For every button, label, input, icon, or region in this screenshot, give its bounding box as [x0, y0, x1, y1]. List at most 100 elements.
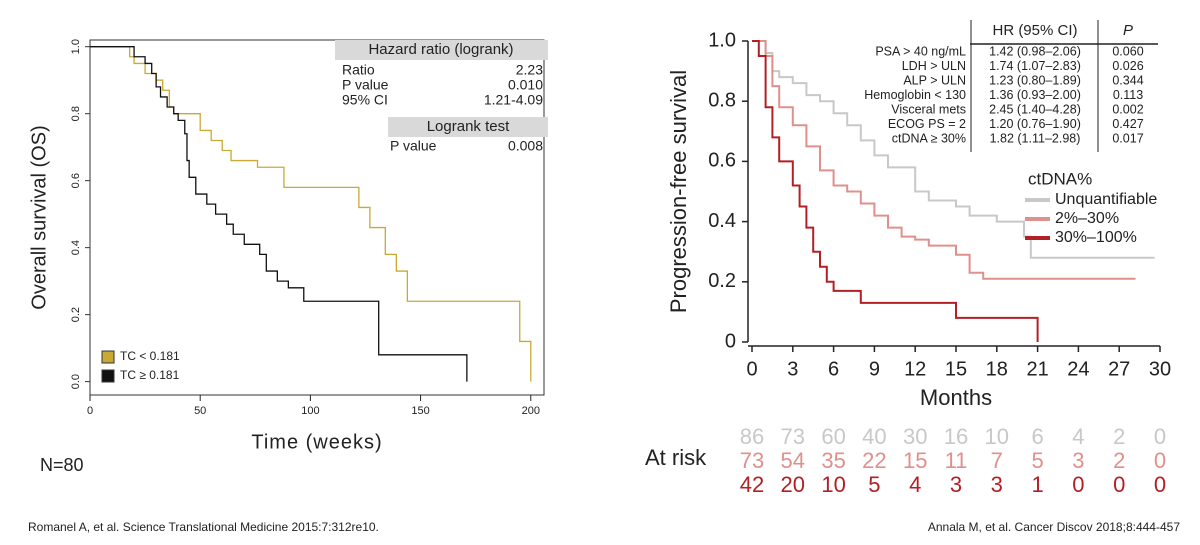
- legend-label: 2%–30%: [1055, 210, 1119, 227]
- at-risk-count: 3: [950, 472, 962, 497]
- table-cell: PSA > 40 ng/mL: [875, 44, 966, 58]
- x-tick-label: 200: [522, 405, 540, 417]
- at-risk-count: 16: [944, 424, 968, 449]
- at-risk-count: 0: [1154, 472, 1166, 497]
- at-risk-count: 3: [991, 472, 1003, 497]
- x-axis-label: Time (weeks): [251, 431, 382, 453]
- table-cell: ALP > ULN: [903, 73, 966, 87]
- x-tick-label: 27: [1108, 358, 1130, 380]
- stats-title: Hazard ratio (logrank): [368, 41, 513, 58]
- at-risk-count: 40: [862, 424, 886, 449]
- stats-header-bg: [335, 40, 548, 60]
- y-tick-label: 0.2: [708, 270, 736, 292]
- legend-swatch: [101, 369, 115, 383]
- table-cell: 1.23 (0.80–1.89): [989, 73, 1081, 87]
- stats-value: 0.008: [508, 138, 543, 154]
- at-risk-count: 0: [1072, 472, 1084, 497]
- y-tick-label: 1.0: [708, 29, 736, 51]
- x-axis-label: Months: [920, 385, 992, 410]
- stats-label: Ratio: [342, 62, 375, 78]
- x-tick-label: 24: [1067, 358, 1089, 380]
- x-tick-label: 150: [411, 405, 429, 417]
- at-risk-label: At risk: [645, 445, 707, 470]
- x-tick-label: 18: [986, 358, 1008, 380]
- y-tick-label: 0.0: [70, 374, 82, 389]
- table-cell: 0.017: [1112, 131, 1143, 145]
- stats-label: P value: [342, 77, 389, 93]
- at-risk-count: 4: [909, 472, 921, 497]
- y-tick-label: 0.4: [70, 240, 82, 255]
- table-cell: ECOG PS = 2: [888, 117, 966, 131]
- x-tick-label: 6: [828, 358, 839, 380]
- at-risk-count: 0: [1154, 424, 1166, 449]
- x-tick-label: 21: [1026, 358, 1048, 380]
- table-cell: 1.42 (0.98–2.06): [989, 44, 1081, 58]
- at-risk-count: 20: [781, 472, 805, 497]
- at-risk-count: 15: [903, 448, 927, 473]
- x-tick-label: 12: [904, 358, 926, 380]
- plot-frame: [89, 39, 545, 396]
- legend-title: ctDNA%: [1028, 169, 1092, 188]
- y-tick-label: 0: [725, 330, 736, 352]
- at-risk-count: 5: [1031, 448, 1043, 473]
- x-tick-label: 50: [194, 405, 206, 417]
- at-risk-count: 42: [740, 472, 764, 497]
- annotation: N=80: [40, 455, 84, 475]
- at-risk-count: 11: [945, 448, 968, 473]
- x-tick-label: 15: [945, 358, 967, 380]
- at-risk-count: 30: [903, 424, 927, 449]
- survival-curve: [90, 46, 532, 382]
- y-axis-label: Overall survival (OS): [28, 125, 50, 309]
- legend-label: TC < 0.181: [120, 349, 180, 363]
- table-cell: LDH > ULN: [902, 59, 966, 73]
- table-cell: 1.82 (1.11–2.98): [990, 131, 1081, 145]
- table-cell: 2.45 (1.40–4.28): [989, 102, 1081, 116]
- y-axis-label: Progression-free survival: [666, 70, 691, 313]
- at-risk-count: 86: [740, 424, 764, 449]
- at-risk-count: 5: [868, 472, 880, 497]
- y-tick-label: 0.2: [70, 307, 82, 322]
- y-tick-label: 0.6: [70, 173, 82, 188]
- table-header: P: [1123, 22, 1133, 39]
- at-risk-count: 35: [821, 448, 845, 473]
- x-tick-label: 30: [1149, 358, 1171, 380]
- y-tick-label: 0.8: [708, 89, 736, 111]
- legend-label: Unquantifiable: [1055, 191, 1157, 208]
- at-risk-count: 6: [1031, 424, 1043, 449]
- stats-header-bg: [388, 117, 548, 137]
- at-risk-count: 7: [991, 448, 1003, 473]
- legend-label: TC ≥ 0.181: [120, 368, 180, 382]
- x-tick-label: 100: [301, 405, 319, 417]
- x-tick-label: 0: [746, 358, 757, 380]
- table-cell: 0.344: [1112, 73, 1143, 87]
- stats-value: 2.23: [516, 62, 543, 78]
- survival-curve: [752, 40, 1136, 280]
- at-risk-count: 4: [1072, 424, 1084, 449]
- y-tick-label: 0.8: [70, 106, 82, 121]
- at-risk-count: 22: [862, 448, 886, 473]
- legend-swatch: [101, 350, 115, 364]
- survival-curve: [90, 46, 468, 382]
- at-risk-count: 73: [740, 448, 764, 473]
- y-tick-label: 0.4: [708, 210, 736, 232]
- at-risk-count: 2: [1113, 448, 1125, 473]
- at-risk-count: 0: [1154, 448, 1166, 473]
- at-risk-count: 2: [1113, 424, 1125, 449]
- x-tick-label: 0: [87, 405, 93, 417]
- table-header: HR (95% CI): [992, 22, 1077, 39]
- table-cell: 1.36 (0.93–2.00): [989, 88, 1081, 102]
- at-risk-count: 73: [781, 424, 805, 449]
- stats-title: Logrank test: [427, 118, 510, 135]
- x-tick-label: 9: [869, 358, 880, 380]
- table-cell: 0.427: [1112, 117, 1143, 131]
- table-cell: Visceral mets: [891, 102, 966, 116]
- table-cell: 0.060: [1112, 44, 1143, 58]
- table-cell: 1.74 (1.07–2.83): [989, 59, 1081, 73]
- citation: Romanel A, et al. Science Translational …: [28, 520, 379, 534]
- table-cell: 0.026: [1112, 59, 1143, 73]
- at-risk-count: 0: [1113, 472, 1125, 497]
- at-risk-count: 1: [1031, 472, 1043, 497]
- legend-label: 30%–100%: [1055, 229, 1137, 246]
